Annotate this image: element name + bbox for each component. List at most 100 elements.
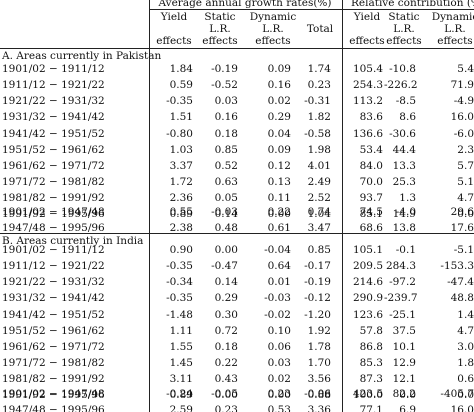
cell-dynamic: 0.04 [267,127,291,140]
table-row: 1941/42 − 1951/52 -1.48 0.30 -0.02 -1.20 123.… [0,309,474,321]
table-row: 1941/42 − 1951/52 -0.80 0.18 0.04 -0.58 136.6… [0,128,474,140]
cell-yield: -0.35 [166,292,193,305]
cell-dynamic-contrib: 2.3 [457,143,474,156]
cell-yield-contrib: 113.2 [352,95,383,108]
header-growth-group: Average annual growth rates(%) [158,0,332,9]
cell-static: 0.30 [214,308,238,321]
cell-yield-contrib: 57.8 [359,324,383,337]
table-row: 1961/62 − 1971/72 1.55 0.18 0.06 1.78 86.8 10.… [0,341,474,353]
cell-static: 0.52 [214,159,238,172]
cell-dynamic: 0.03 [267,357,291,370]
cell-yield-contrib: 136.6 [352,127,383,140]
cell-total: 0.85 [307,244,331,256]
cell-period: 1931/32 − 1941/42 [2,292,105,305]
cell-total: 1.92 [307,324,331,337]
cell-yield: 1.55 [169,340,193,353]
cell-static: -0.52 [211,79,238,92]
cell-yield: 1.45 [169,357,193,370]
header-col-total: Total [306,23,334,35]
cell-dynamic-contrib: 16.0 [450,404,474,412]
cell-yield-contrib: 77.1 [359,404,383,412]
cell-total: 1.98 [307,143,331,156]
cell-dynamic: 0.22 [267,206,291,218]
cell-period: 1951/52 − 1961/62 [2,324,105,337]
cell-dynamic-contrib: 1.4 [457,308,474,321]
cell-yield-contrib: 86.8 [359,340,383,353]
cell-yield: 3.37 [169,159,193,172]
table-row: 1901/02 − 1911/12 0.90 0.00 -0.04 0.85 105.1-… [0,244,474,256]
cell-static: 0.16 [214,111,238,124]
cell-period: 1911/12 − 1921/22 [2,79,105,92]
table-row: 1931/32 − 1941/42 1.51 0.16 0.29 1.82 83.6 8.6… [0,111,474,123]
cell-static-contrib: 12.9 [392,357,416,370]
cell-yield: 1.03 [169,143,193,156]
cell-total: 0.88 [307,389,331,402]
cell-total: -0.19 [304,276,331,289]
cell-period: 1901/02 − 1911/12 [2,244,105,256]
cell-total: 2.52 [307,192,331,205]
cell-dynamic-contrib: 4.7 [457,192,474,205]
cell-dynamic: 0.61 [267,222,291,235]
cell-yield: 1.84 [169,63,193,75]
cell-static: -0.19 [211,63,238,75]
table-row: 1981/82 − 1991/92 3.11 0.43 0.02 3.56 87.3 12.… [0,373,474,385]
table-row: 1911/12 − 1921/22 0.59 -0.52 0.16 0.23 254.3-… [0,79,474,91]
cell-static-contrib: 10.1 [392,340,416,353]
cell-total: -0.17 [304,260,331,273]
cell-period: 1991/92 − 1995/96 [2,389,105,402]
cell-period: 1947/48 − 1995/96 [2,222,105,235]
cell-static: 0.48 [214,222,238,235]
cell-yield-contrib: 209.5 [352,260,383,273]
cell-period: 1951/52 − 1961/62 [2,143,105,156]
cell-dynamic: 0.64 [267,260,291,273]
cell-static-contrib: 14.9 [392,208,416,221]
cell-yield-contrib: 254.3 [352,79,383,92]
table-row: 1901/02 − 1911/12 1.84 -0.19 0.09 1.74 105.4-… [0,63,474,75]
cell-yield-contrib: 84.0 [359,159,383,172]
cell-yield: 3.11 [169,373,193,386]
cell-period: 1981/82 − 1991/92 [2,373,105,386]
cell-total: -0.31 [304,95,331,108]
cell-total: -0.06 [304,388,331,400]
cell-dynamic: 0.01 [267,276,291,289]
cell-yield: -0.80 [166,127,193,140]
cell-yield-contrib: 68.6 [359,222,383,235]
cell-yield: -0.24 [166,388,193,400]
cell-static: 0.22 [214,357,238,370]
cell-period: 1941/42 − 1951/52 [2,127,105,140]
cell-yield-contrib: 83.6 [359,111,383,124]
cell-total: 3.36 [307,404,331,412]
cell-total: 0.23 [307,79,331,92]
cell-period: 1941/42 − 1951/52 [2,308,105,321]
cell-yield-contrib: 100.0 [352,389,383,402]
cell-dynamic-contrib: 5.7 [457,159,474,172]
cell-dynamic-contrib: 5.1 [457,176,474,189]
cell-dynamic: 0.09 [267,63,291,75]
cell-total: 0.74 [307,206,331,218]
cell-static-contrib: 82.2 [392,388,416,400]
cell-static: 0.14 [214,208,238,221]
cell-yield: 0.90 [169,244,193,256]
col-divider-label [149,0,150,412]
cell-total: 1.70 [307,357,331,370]
cell-period: 1961/62 − 1971/72 [2,340,105,353]
cell-static: 0.85 [214,143,238,156]
cell-total: 3.56 [307,373,331,386]
cell-static-contrib: 6.9 [399,404,416,412]
cell-total: 2.49 [307,176,331,189]
cell-yield: 1.72 [169,176,193,189]
cell-dynamic: 0.53 [267,404,291,412]
cell-dynamic: 0.13 [267,176,291,189]
header-group-rule [150,9,474,10]
cell-static: 0.23 [214,404,238,412]
cell-yield: -0.34 [166,276,193,289]
cell-yield: 0.59 [169,79,193,92]
cell-dynamic-contrib: 71.9 [450,79,474,92]
cell-static: -0.05 [211,388,238,400]
summary-row: 1947/48 − 1995/96 2.38 0.48 0.61 3.47 68.6 13.… [0,222,474,234]
cell-static-contrib: -8.5 [395,95,416,108]
cell-static: 0.18 [214,127,238,140]
cell-static-contrib: 12.1 [392,373,416,386]
cell-total: 4.01 [307,159,331,172]
